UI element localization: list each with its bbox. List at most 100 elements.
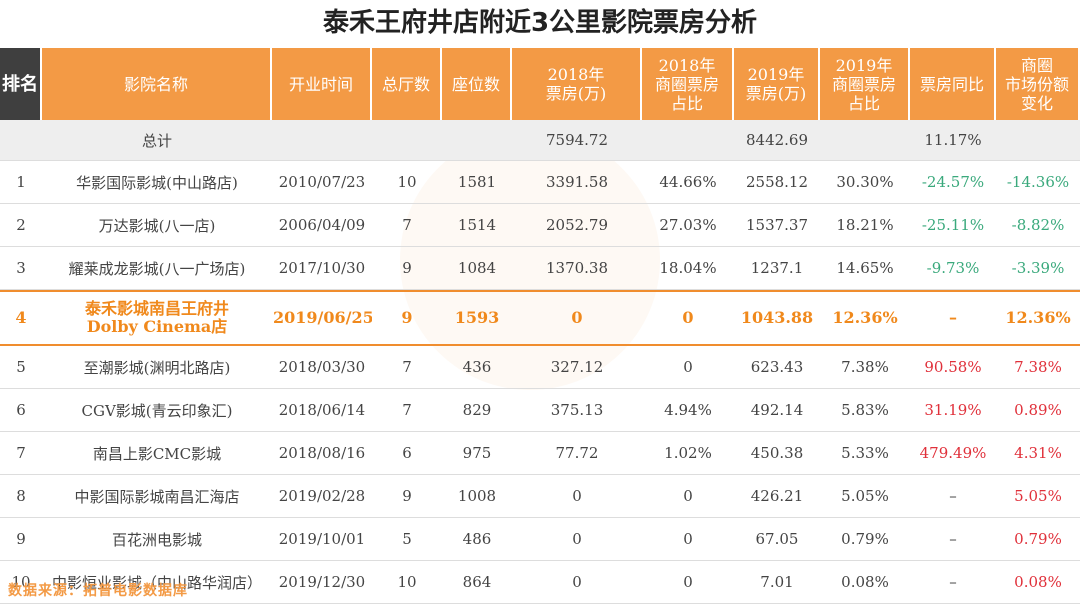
table-cell: 31.19% — [910, 389, 996, 432]
table-cell: 2018/08/16 — [272, 432, 372, 475]
table-cell: 8 — [0, 475, 42, 518]
table-cell: 0.08% — [820, 561, 910, 604]
table-cell: -24.57% — [910, 161, 996, 204]
background-watermark — [400, 130, 660, 390]
table-cell: CGV影城(青云印象汇) — [42, 389, 272, 432]
column-header: 排名 — [0, 48, 42, 120]
column-header: 2018年 商圈票房 占比 — [642, 48, 734, 120]
page-title: 泰禾王府井店附近3公里影院票房分析 — [322, 8, 758, 38]
column-header: 2019年 商圈票房 占比 — [820, 48, 910, 120]
table-body: 总计 7594.72 8442.69 11.17% 1 华影国际影城(中山路店) 2010/… — [0, 120, 1080, 604]
table-cell: 2019/12/30 — [272, 561, 372, 604]
table-cell: 2558.12 — [734, 161, 820, 204]
table-cell: 1008 — [442, 475, 512, 518]
table-cell: 1537.37 — [734, 204, 820, 247]
table-cell: 14.65% — [820, 247, 910, 290]
table-cell: 4 — [0, 290, 42, 346]
table-cell: 12.36% — [820, 290, 910, 346]
table-row: 2 万达影城(八一店) 2006/04/09 7 1514 2052.79 27.03% 15… — [0, 204, 1080, 247]
table-cell: 1593 — [442, 290, 512, 346]
table-cell — [372, 120, 442, 161]
header-row: 排名 影院名称 开业时间 总厅数 座位数 2018年 票房(万) 2018年 商圈票房 占比 201… — [0, 48, 1080, 120]
cinema-name-line: Dolby Cinema店 — [86, 317, 228, 336]
table-cell: 7 — [372, 389, 442, 432]
table-cell: 864 — [442, 561, 512, 604]
table-cell: 30.30% — [820, 161, 910, 204]
table-cell: – — [910, 518, 996, 561]
table-cell: 5.05% — [996, 475, 1080, 518]
table-cell: 436 — [442, 346, 512, 389]
table-cell: -14.36% — [996, 161, 1080, 204]
table-cell: 至潮影城(渊明北路店) — [42, 346, 272, 389]
table-cell: 2019/06/25 — [272, 290, 372, 346]
table-cell — [442, 120, 512, 161]
table-cell: – — [910, 561, 996, 604]
table-cell: 4.31% — [996, 432, 1080, 475]
total-row: 总计 7594.72 8442.69 11.17% — [0, 120, 1080, 161]
table-cell: 1.02% — [642, 432, 734, 475]
table-cell: 0 — [512, 518, 642, 561]
table-cell: 1237.1 — [734, 247, 820, 290]
table-cell: 万达影城(八一店) — [42, 204, 272, 247]
table-cell: 7 — [372, 204, 442, 247]
table-row: 5 至潮影城(渊明北路店) 2018/03/30 7 436 327.12 0 623.43 7… — [0, 346, 1080, 389]
table-cell: 67.05 — [734, 518, 820, 561]
table-cell: 2017/10/30 — [272, 247, 372, 290]
table-cell: 中影恒业影城（中山路华润店） — [42, 561, 272, 604]
column-header: 开业时间 — [272, 48, 372, 120]
table-cell: 9 — [372, 475, 442, 518]
table-cell: 0 — [512, 561, 642, 604]
table-row: 1 华影国际影城(中山路店) 2010/07/23 10 1581 3391.58 44.6… — [0, 161, 1080, 204]
table-cell: 7 — [372, 346, 442, 389]
table-cell: 3391.58 — [512, 161, 642, 204]
table-cell: 华影国际影城(中山路店) — [42, 161, 272, 204]
data-source: 数据来源：拓普电影数据库 — [8, 583, 188, 599]
table-cell: 2010/07/23 — [272, 161, 372, 204]
table-row: 9 百花洲电影城 2019/10/01 5 486 0 0 67.05 0.79% –0.79% — [0, 518, 1080, 561]
table-cell: 12.36% — [996, 290, 1080, 346]
table-cell: 27.03% — [642, 204, 734, 247]
column-header: 影院名称 — [42, 48, 272, 120]
table-cell — [996, 120, 1080, 161]
column-header: 商圈 市场份额 变化 — [996, 48, 1080, 120]
table-cell: 1 — [0, 161, 42, 204]
table-cell: 9 — [0, 518, 42, 561]
table-cell: 4.94% — [642, 389, 734, 432]
table-cell: 百花洲电影城 — [42, 518, 272, 561]
table-cell: 总计 — [42, 120, 272, 161]
table-cell: 0 — [512, 475, 642, 518]
table-cell: 中影国际影城南昌汇海店 — [42, 475, 272, 518]
table-cell: 44.66% — [642, 161, 734, 204]
table-cell: 492.14 — [734, 389, 820, 432]
table-cell: 426.21 — [734, 475, 820, 518]
table-cell: 1043.88 — [734, 290, 820, 346]
table-cell: 10 — [0, 561, 42, 604]
table-cell: 0 — [512, 290, 642, 346]
table-cell: 375.13 — [512, 389, 642, 432]
table-cell: 2018/03/30 — [272, 346, 372, 389]
table-cell: 2052.79 — [512, 204, 642, 247]
column-header: 2019年 票房(万) — [734, 48, 820, 120]
table-cell: 1084 — [442, 247, 512, 290]
table-cell: 77.72 — [512, 432, 642, 475]
table-cell: 2019/10/01 — [272, 518, 372, 561]
table-cell — [642, 120, 734, 161]
column-header: 座位数 — [442, 48, 512, 120]
table-row: 4 泰禾影城南昌王府井 Dolby Cinema店 2019/06/25 9 1593 0 0… — [0, 290, 1080, 346]
table-cell — [272, 120, 372, 161]
table-cell: 0 — [642, 475, 734, 518]
table-cell: 1581 — [442, 161, 512, 204]
table-cell: 829 — [442, 389, 512, 432]
table-cell: 18.21% — [820, 204, 910, 247]
table-row: 10 中影恒业影城（中山路华润店） 2019/12/30 10 864 0 0 7.01 0.0… — [0, 561, 1080, 604]
table-cell: 5.05% — [820, 475, 910, 518]
table-cell: 2018/06/14 — [272, 389, 372, 432]
table-cell — [0, 120, 42, 161]
table-cell: 5 — [372, 518, 442, 561]
table-cell: 486 — [442, 518, 512, 561]
table-cell: 7.38% — [820, 346, 910, 389]
table-cell: -8.82% — [996, 204, 1080, 247]
table-cell: 0.89% — [996, 389, 1080, 432]
table-cell: 479.49% — [910, 432, 996, 475]
table-row: 7 南昌上影CMC影城 2018/08/16 6 975 77.72 1.02% 450.38… — [0, 432, 1080, 475]
